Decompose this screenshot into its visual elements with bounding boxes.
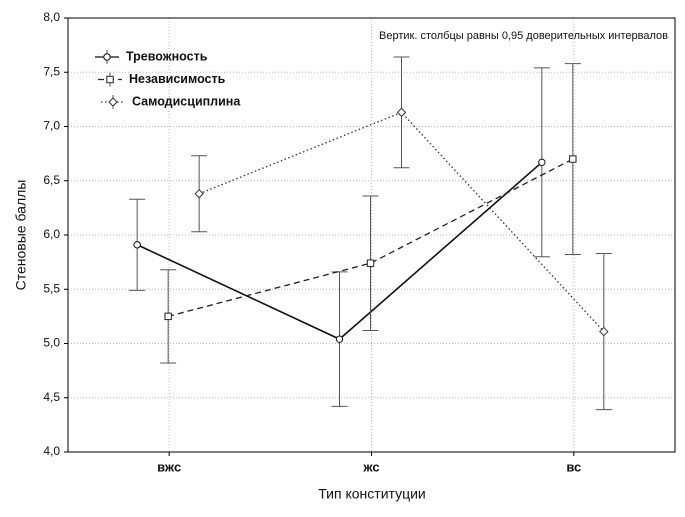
y-tick-label: 7,0 — [43, 119, 60, 133]
marker — [396, 107, 407, 118]
y-tick-label: 7,5 — [43, 64, 60, 78]
marker — [366, 259, 375, 267]
y-tick-label: 5,0 — [43, 336, 60, 350]
marker — [335, 335, 344, 343]
marker — [164, 312, 172, 321]
y-tick-label: 8,0 — [43, 10, 60, 24]
x-axis-label: Тип конституции — [318, 486, 426, 502]
plot-frame — [67, 17, 676, 453]
x-tick-label: вс — [566, 459, 581, 474]
marker — [194, 189, 204, 199]
legend-label: Самодисциплина — [132, 94, 241, 108]
marker — [106, 75, 114, 84]
y-tick-label: 4,5 — [43, 390, 60, 404]
marker — [108, 97, 118, 107]
y-tick-label: 6,0 — [43, 227, 60, 241]
x-tick-label: жс — [362, 459, 379, 474]
legend-label: Тревожность — [126, 49, 208, 63]
y-tick-label: 4,0 — [43, 444, 60, 458]
marker — [569, 155, 577, 163]
marker — [133, 241, 141, 249]
y-axis-label: Стеновые баллы — [13, 180, 29, 291]
marker — [538, 158, 546, 167]
series-line — [198, 111, 605, 333]
marker — [103, 53, 111, 61]
x-tick-label: вжс — [157, 459, 181, 474]
series-line — [168, 158, 574, 318]
marker — [599, 326, 609, 337]
annotation: Вертик. столбцы равны 0,95 доверительных… — [379, 30, 668, 42]
y-tick-label: 5,5 — [43, 281, 60, 295]
legend-label: Независимость — [129, 72, 226, 86]
y-tick-label: 6,5 — [43, 173, 60, 187]
